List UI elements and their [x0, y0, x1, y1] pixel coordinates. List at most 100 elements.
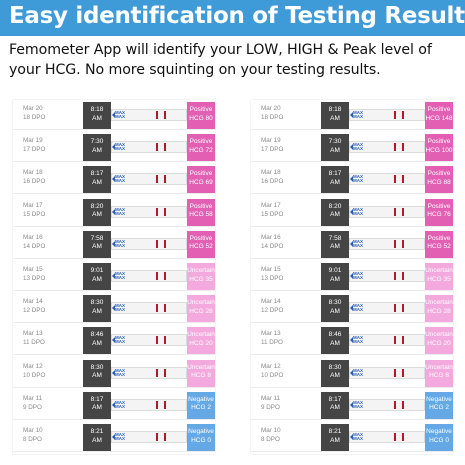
- control-line: [394, 368, 396, 377]
- result-row[interactable]: Mar 18 16 DPO 8:17 AM MAX MAX Positive HCG 69: [13, 166, 215, 195]
- time-label: 8:46: [328, 331, 342, 339]
- result-label: Uncertain: [425, 331, 453, 339]
- row-time: 7:58 AM: [83, 230, 111, 258]
- row-time: 8:17 AM: [321, 166, 349, 194]
- dpo-label: 11 DPO: [23, 339, 45, 347]
- dpo-label: 17 DPO: [23, 146, 46, 154]
- max-arrow-icon: MAX MAX: [112, 271, 131, 280]
- row-time: 8:18 AM: [83, 102, 111, 129]
- test-line: [164, 272, 166, 280]
- date-label: Mar 11: [261, 394, 281, 402]
- test-strip-image: MAX MAX: [349, 109, 425, 121]
- test-line: [402, 433, 404, 441]
- result-row[interactable]: Mar 17 15 DPO 8:20 AM MAX MAX Positive HCG 76: [251, 198, 453, 227]
- test-line: [402, 368, 404, 377]
- result-row[interactable]: Mar 12 10 DPO 8:30 AM MAX MAX Uncertain HCG 8: [13, 359, 215, 388]
- hcg-value: HCG 100: [425, 146, 453, 154]
- result-row[interactable]: Mar 11 9 DPO 8:17 AM MAX MAX Negative HCG 2: [13, 391, 215, 420]
- time-label: 7:30: [328, 138, 342, 146]
- time-label: 8:17: [328, 395, 342, 403]
- test-strip-image: MAX MAX: [349, 334, 425, 347]
- result-badge: Positive HCG 80: [187, 102, 215, 129]
- page-title: Easy identification of Testing Results: [9, 3, 465, 29]
- dpo-label: 12 DPO: [23, 307, 46, 315]
- result-row[interactable]: Mar 10 8 DPO 8:21 AM MAX MAX Negative HCG 0: [251, 424, 453, 452]
- result-row[interactable]: Mar 15 13 DPO 9:01 AM MAX MAX Uncertain HCG 35: [13, 263, 215, 291]
- max-arrow-icon: MAX MAX: [350, 432, 369, 441]
- test-strip-image: MAX MAX: [349, 205, 425, 218]
- result-row[interactable]: Mar 12 10 DPO 8:30 AM MAX MAX Uncertain HCG 8: [251, 359, 453, 388]
- header-banner: Easy identification of Testing Results: [0, 0, 465, 36]
- row-time: 8:21 AM: [83, 424, 111, 451]
- date-label: Mar 18: [261, 169, 281, 177]
- result-badge: Positive HCG 69: [187, 166, 215, 194]
- hcg-value: HCG 0: [191, 436, 211, 444]
- test-strip-image: MAX MAX: [349, 173, 425, 186]
- row-date: Mar 20 18 DPO: [261, 104, 311, 122]
- ampm-label: AM: [330, 275, 340, 283]
- result-row[interactable]: Mar 19 17 DPO 7:30 AM MAX MAX Positive HCG 100: [251, 134, 453, 163]
- hcg-value: HCG 52: [189, 243, 213, 251]
- max-arrow-icon: MAX MAX: [112, 368, 131, 377]
- result-label: Uncertain: [187, 267, 215, 274]
- result-badge: Negative HCG 0: [187, 424, 215, 451]
- control-line: [394, 272, 396, 280]
- result-row[interactable]: Mar 13 11 DPO 8:46 AM MAX MAX Uncertain HCG 20: [13, 327, 215, 356]
- row-time: 8:20 AM: [321, 198, 349, 226]
- test-line: [402, 111, 404, 119]
- result-row[interactable]: Mar 10 8 DPO 8:21 AM MAX MAX Negative HCG 0: [13, 424, 215, 452]
- time-label: 8:18: [90, 106, 104, 113]
- result-label: Uncertain: [425, 267, 453, 274]
- result-badge: Negative HCG 2: [425, 391, 453, 419]
- ampm-label: AM: [92, 404, 102, 412]
- test-line: [164, 175, 166, 184]
- result-row[interactable]: Mar 20 18 DPO 8:18 AM MAX MAX Positive HCG 148: [251, 102, 453, 130]
- test-strip-image: MAX MAX: [111, 270, 187, 282]
- row-date: Mar 16 14 DPO: [261, 233, 311, 251]
- result-row[interactable]: Mar 15 13 DPO 9:01 AM MAX MAX Uncertain HCG 35: [251, 263, 453, 291]
- time-label: 9:01: [90, 267, 104, 274]
- date-label: Mar 20: [23, 105, 43, 112]
- row-time: 9:01 AM: [321, 263, 349, 290]
- result-row[interactable]: Mar 11 9 DPO 8:17 AM MAX MAX Negative HCG 2: [251, 391, 453, 420]
- max-arrow-icon: MAX MAX: [350, 207, 369, 216]
- dpo-label: 16 DPO: [261, 178, 284, 186]
- hcg-value: HCG 80: [189, 114, 213, 122]
- max-arrow-icon: MAX MAX: [112, 303, 131, 312]
- row-date: Mar 20 18 DPO: [23, 104, 73, 122]
- result-label: Negative: [188, 395, 214, 403]
- test-strip-image: MAX MAX: [349, 270, 425, 282]
- max-arrow-icon: MAX MAX: [112, 110, 131, 119]
- result-row[interactable]: Mar 13 11 DPO 8:46 AM MAX MAX Uncertain HCG 20: [251, 327, 453, 356]
- result-label: Positive: [427, 202, 451, 210]
- ampm-label: AM: [92, 436, 102, 444]
- hcg-value: HCG 20: [189, 339, 213, 347]
- result-row[interactable]: Mar 20 18 DPO 8:18 AM MAX MAX Positive HCG 80: [13, 102, 215, 130]
- control-line: [156, 336, 158, 345]
- time-label: 9:01: [328, 267, 342, 274]
- result-badge: Positive HCG 148: [425, 102, 453, 129]
- test-strip-image: MAX MAX: [111, 141, 187, 154]
- test-strip-image: MAX MAX: [111, 205, 187, 218]
- result-label: Uncertain: [187, 299, 215, 307]
- max-arrow-icon: MAX MAX: [350, 142, 369, 151]
- result-row[interactable]: Mar 18 16 DPO 8:17 AM MAX MAX Positive HCG 88: [251, 166, 453, 195]
- date-label: Mar 11: [23, 394, 43, 402]
- row-date: Mar 10 8 DPO: [23, 426, 73, 444]
- time-label: 8:21: [328, 428, 342, 435]
- date-label: Mar 15: [23, 266, 43, 273]
- row-date: Mar 13 11 DPO: [261, 329, 311, 347]
- result-label: Positive: [427, 106, 451, 113]
- result-row[interactable]: Mar 19 17 DPO 7:30 AM MAX MAX Positive HCG 72: [13, 134, 215, 163]
- result-row[interactable]: Mar 16 14 DPO 7:58 AM MAX MAX Positive HCG 52: [13, 230, 215, 259]
- hcg-value: HCG 35: [427, 275, 451, 283]
- result-row[interactable]: Mar 14 12 DPO 8:30 AM MAX MAX Uncertain HCG 28: [13, 295, 215, 324]
- result-row[interactable]: Mar 17 15 DPO 8:20 AM MAX MAX Positive HCG 58: [13, 198, 215, 227]
- result-row[interactable]: Mar 16 14 DPO 7:58 AM MAX MAX Positive HCG 52: [251, 230, 453, 259]
- ampm-label: AM: [92, 178, 102, 186]
- result-row[interactable]: Mar 14 12 DPO 8:30 AM MAX MAX Uncertain HCG 28: [251, 295, 453, 324]
- result-badge: Positive HCG 100: [425, 134, 453, 162]
- hcg-value: HCG 28: [427, 307, 451, 315]
- date-label: Mar 19: [23, 137, 43, 145]
- test-strip-image: MAX MAX: [111, 431, 187, 443]
